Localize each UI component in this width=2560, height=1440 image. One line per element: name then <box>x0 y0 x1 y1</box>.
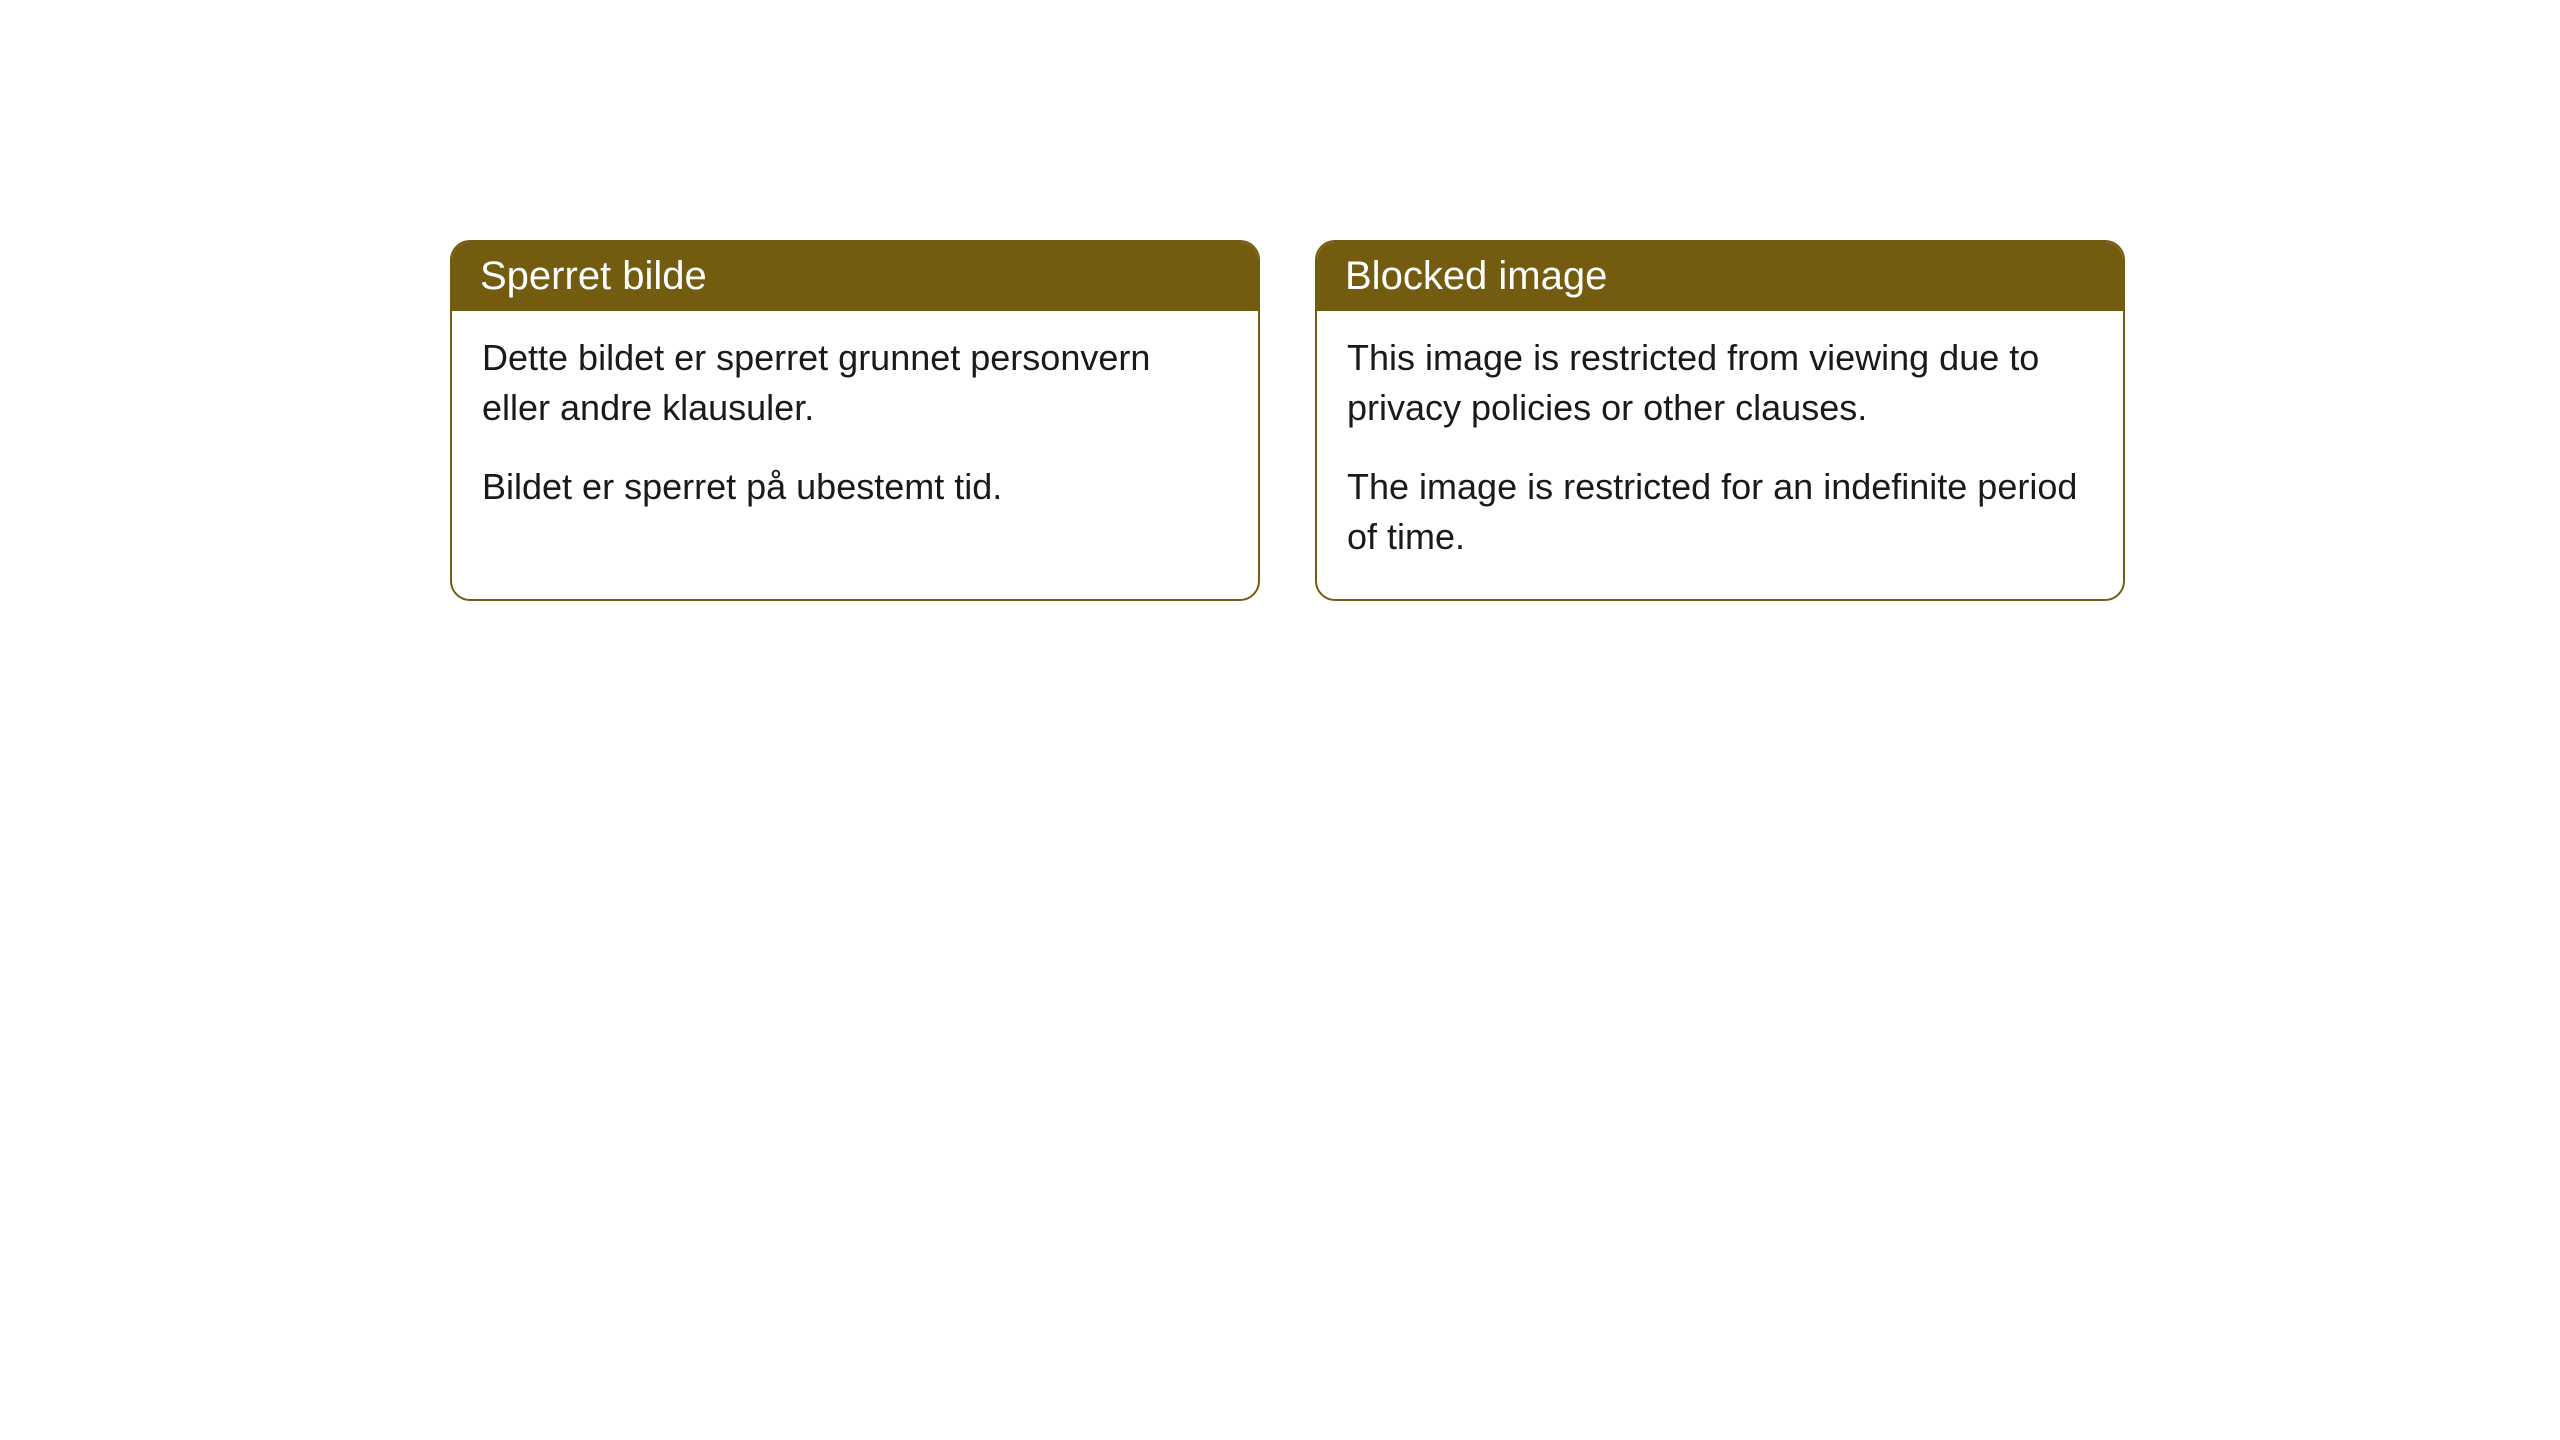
notice-box-norwegian: Sperret bilde Dette bildet er sperret gr… <box>450 240 1260 601</box>
notice-title: Sperret bilde <box>480 254 707 298</box>
notice-box-english: Blocked image This image is restricted f… <box>1315 240 2125 601</box>
notice-paragraph-1: Dette bildet er sperret grunnet personve… <box>482 333 1228 434</box>
notice-paragraph-2: Bildet er sperret på ubestemt tid. <box>482 462 1228 512</box>
notice-title: Blocked image <box>1345 254 1607 298</box>
notice-paragraph-2: The image is restricted for an indefinit… <box>1347 462 2093 563</box>
notice-body: This image is restricted from viewing du… <box>1317 311 2123 599</box>
notice-header: Blocked image <box>1317 242 2123 311</box>
notice-paragraph-1: This image is restricted from viewing du… <box>1347 333 2093 434</box>
notices-container: Sperret bilde Dette bildet er sperret gr… <box>450 240 2125 601</box>
notice-header: Sperret bilde <box>452 242 1258 311</box>
notice-body: Dette bildet er sperret grunnet personve… <box>452 311 1258 548</box>
